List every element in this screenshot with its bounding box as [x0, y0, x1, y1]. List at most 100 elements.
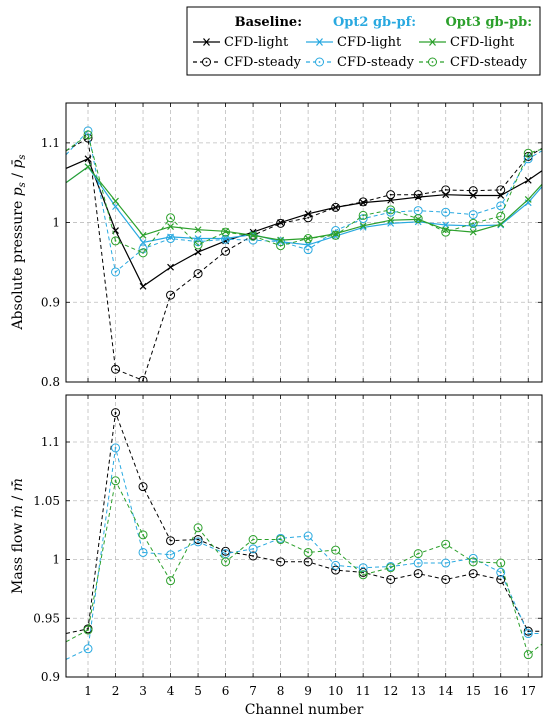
massflow-point-opt2-steady-3	[138, 547, 148, 557]
pressure-point-opt3-steady-5	[193, 240, 203, 250]
pressure-point-baseline-steady-4	[166, 290, 176, 300]
x-tick-label-3: 3	[139, 684, 147, 698]
pressure-point-baseline-light-3	[139, 282, 147, 290]
pressure-point-opt3-steady-4	[166, 213, 176, 223]
x-tick-label-15: 15	[466, 684, 481, 698]
massflow-point-opt2-steady-17	[523, 629, 533, 639]
pressure-ylabel: Absolute pressure ps / p̄s	[10, 154, 28, 330]
pressure-point-opt2-steady-17	[523, 154, 533, 164]
massflow-ylabel: Mass flow ṁ / m̄̇	[10, 478, 26, 594]
legend-sample-baseline-light	[193, 38, 220, 46]
x-tick-label-17: 17	[521, 684, 536, 698]
massflow-point-opt2-steady-1	[83, 644, 93, 654]
massflow-point-opt3-steady-3	[138, 530, 148, 540]
pressure-point-baseline-light-4	[167, 263, 174, 271]
pressure-point-opt3-light-17	[524, 196, 532, 203]
massflow-point-opt3-steady-4	[166, 576, 176, 586]
massflow-point-opt2-steady-11	[358, 563, 368, 573]
massflow-point-baseline-steady-2	[111, 408, 121, 418]
legend-label-opt3-light: CFD-light	[450, 35, 515, 50]
pressure-point-opt2-light-5	[194, 235, 202, 242]
massflow-ytick-label-3: 1.05	[33, 494, 60, 508]
massflow-ytick-label-4: 1.1	[41, 435, 60, 449]
pressure-point-baseline-steady-14	[441, 185, 451, 195]
pressure-point-opt3-steady-16	[496, 211, 506, 221]
pressure-point-baseline-light-14	[442, 191, 450, 199]
pressure-grid	[66, 103, 542, 383]
pressure-point-baseline-light-17	[524, 176, 532, 184]
pressure-point-baseline-steady-12	[386, 190, 396, 200]
pressure-point-baseline-steady-11	[358, 197, 368, 207]
pressure-point-opt2-steady-4	[166, 234, 176, 244]
pressure-line-opt2-light	[66, 165, 542, 246]
pressure-point-opt2-steady-15	[468, 210, 478, 220]
pressure-ytick-label-1: 0.9	[41, 295, 60, 309]
pressure-point-opt3-steady-17	[523, 148, 533, 158]
pressure-point-opt3-light-1	[84, 163, 92, 171]
pressure-point-opt3-steady-2	[111, 236, 121, 246]
pressure-ticks: 0.8 0.9 1 1.1	[41, 103, 542, 389]
pressure-point-opt2-steady-12	[386, 207, 396, 217]
pressure-series	[66, 126, 542, 382]
legend-sample-opt2-steady	[306, 57, 333, 67]
pressure-plot-frame	[65, 102, 543, 383]
x-tick-label-11: 11	[356, 684, 371, 698]
pressure-point-opt3-steady-13	[413, 214, 423, 224]
massflow-point-baseline-steady-17	[523, 626, 533, 636]
massflow-point-opt2-steady-2	[111, 443, 121, 453]
massflow-point-opt3-steady-5	[193, 523, 203, 533]
x-tick-label-1: 1	[84, 684, 92, 698]
pressure-point-opt3-light-15	[469, 228, 477, 236]
massflow-plot-frame	[65, 394, 543, 678]
pressure-point-baseline-steady-15	[468, 186, 478, 196]
pressure-point-baseline-light-15	[469, 192, 477, 199]
pressure-point-opt3-steady-1	[83, 130, 93, 140]
pressure-point-opt3-light-14	[442, 226, 450, 234]
x-tick-label-13: 13	[411, 684, 426, 698]
pressure-point-opt3-light-11	[359, 222, 367, 230]
massflow-point-baseline-steady-4	[166, 536, 176, 546]
massflow-point-opt2-steady-7	[248, 544, 258, 554]
pressure-point-opt2-steady-9	[303, 245, 313, 255]
legend-sample-opt2-light	[306, 38, 333, 46]
massflow-point-opt3-steady-15	[468, 557, 478, 567]
pressure-line-baseline-steady	[66, 137, 542, 382]
pressure-point-opt2-light-3	[139, 239, 147, 246]
pressure-point-opt3-steady-6	[221, 227, 231, 237]
massflow-point-opt2-steady-16	[496, 567, 506, 577]
massflow-point-baseline-steady-7	[248, 551, 258, 561]
massflow-point-opt3-steady-7	[248, 535, 258, 545]
massflow-point-opt3-steady-2	[111, 476, 121, 486]
pressure-point-opt3-light-12	[387, 216, 395, 224]
x-tick-label-10: 10	[328, 684, 343, 698]
massflow-point-opt3-steady-16	[496, 558, 506, 568]
x-tick-label-9: 9	[304, 684, 312, 698]
pressure-point-opt3-steady-3	[138, 248, 148, 258]
pressure-point-opt2-steady-14	[441, 207, 451, 217]
legend-header-opt3: Opt3 gb-pb:	[445, 15, 532, 30]
pressure-point-opt3-steady-12	[386, 205, 396, 215]
pressure-point-baseline-steady-9	[303, 213, 313, 223]
legend-label-baseline-steady: CFD-steady	[224, 55, 302, 70]
massflow-point-opt3-steady-17	[523, 650, 533, 660]
massflow-ytick-label-2: 1	[52, 553, 60, 567]
massflow-point-baseline-steady-15	[468, 569, 478, 579]
x-tick-label-16: 16	[493, 684, 508, 698]
pressure-point-baseline-steady-8	[276, 218, 286, 228]
pressure-point-baseline-steady-2	[111, 364, 121, 374]
massflow-point-opt2-steady-5	[193, 537, 203, 547]
massflow-ytick-label-1: 0.95	[33, 611, 60, 625]
pressure-point-opt3-light-5	[194, 226, 202, 234]
x-tick-label-6: 6	[222, 684, 230, 698]
x-tick-label-7: 7	[249, 684, 257, 698]
legend-sample-opt3-light	[419, 38, 446, 46]
x-tick-label-5: 5	[194, 684, 202, 698]
massflow-ytick-label-0: 0.9	[41, 670, 60, 684]
massflow-point-opt3-steady-9	[303, 547, 313, 557]
legend: Baseline: CFD-light CFD-steady Opt2 gb-p…	[186, 6, 541, 76]
pressure-point-opt2-steady-2	[111, 267, 121, 277]
legend-label-baseline-light: CFD-light	[224, 35, 289, 50]
x-tick-label-2: 2	[112, 684, 120, 698]
massflow-point-baseline-steady-12	[386, 574, 396, 584]
